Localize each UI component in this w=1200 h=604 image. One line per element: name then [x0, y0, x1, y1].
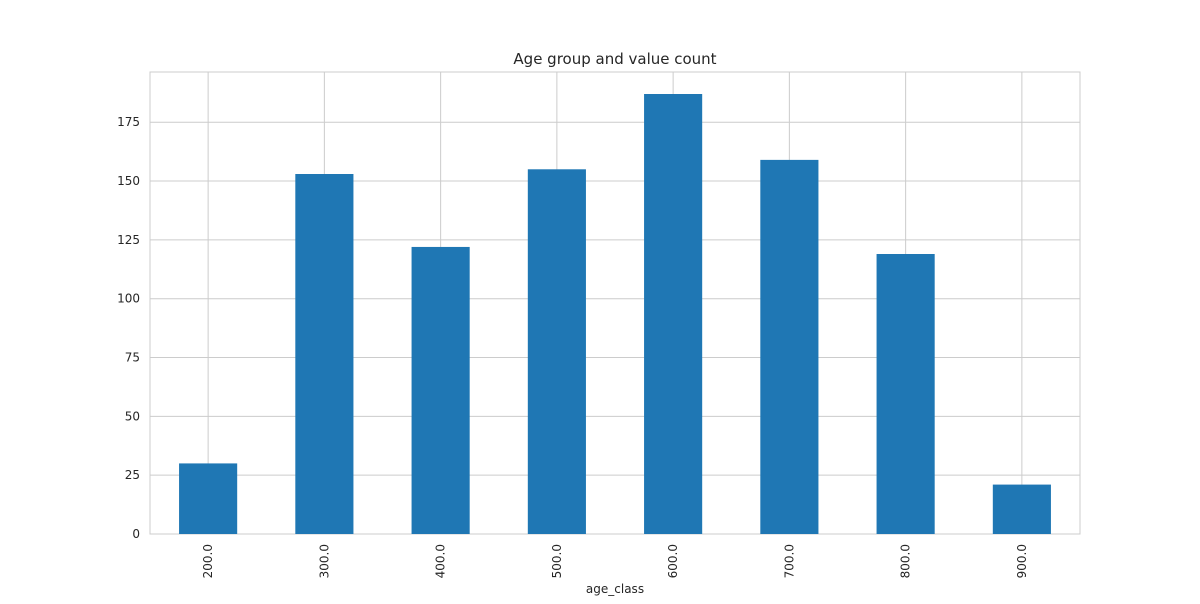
x-tick-label: 700.0: [782, 544, 796, 578]
bar-700.0: [760, 159, 819, 534]
y-tick-label: 25: [125, 468, 140, 482]
y-tick-label: 50: [125, 409, 140, 423]
bar-800.0: [876, 254, 935, 534]
y-tick-label: 175: [117, 115, 140, 129]
x-tick-label: 400.0: [434, 544, 448, 578]
bar-300.0: [295, 174, 354, 534]
x-tick-label: 800.0: [899, 544, 913, 578]
bar-layer: [179, 94, 1051, 535]
plot-area-frame: [149, 71, 1081, 535]
bar-200.0: [179, 463, 238, 534]
bar-900.0: [992, 484, 1051, 534]
y-tick-label: 125: [117, 233, 140, 247]
x-tick-label: 500.0: [550, 544, 564, 578]
y-tick-label: 75: [125, 351, 140, 365]
x-axis-label: age_class: [586, 582, 644, 596]
x-tick-label: 300.0: [317, 544, 331, 578]
x-tick-label: 900.0: [1015, 544, 1029, 578]
y-tick-label: 0: [132, 527, 140, 541]
y-tick-label: 100: [117, 292, 140, 306]
bar-600.0: [644, 94, 703, 534]
grid-layer: [150, 72, 1080, 535]
x-tick-label: 600.0: [666, 544, 680, 578]
x-tick-label: 200.0: [201, 544, 215, 578]
chart-title: Age group and value count: [513, 50, 716, 68]
bar-400.0: [411, 246, 470, 535]
y-tick-labels: 0 25 50 75 100 125 150 175: [117, 115, 140, 541]
bar-500.0: [527, 169, 586, 534]
y-tick-label: 150: [117, 174, 140, 188]
x-tick-labels: 200.0 300.0 400.0 500.0 600.0 700.0 800.0 900.0: [201, 544, 1029, 578]
